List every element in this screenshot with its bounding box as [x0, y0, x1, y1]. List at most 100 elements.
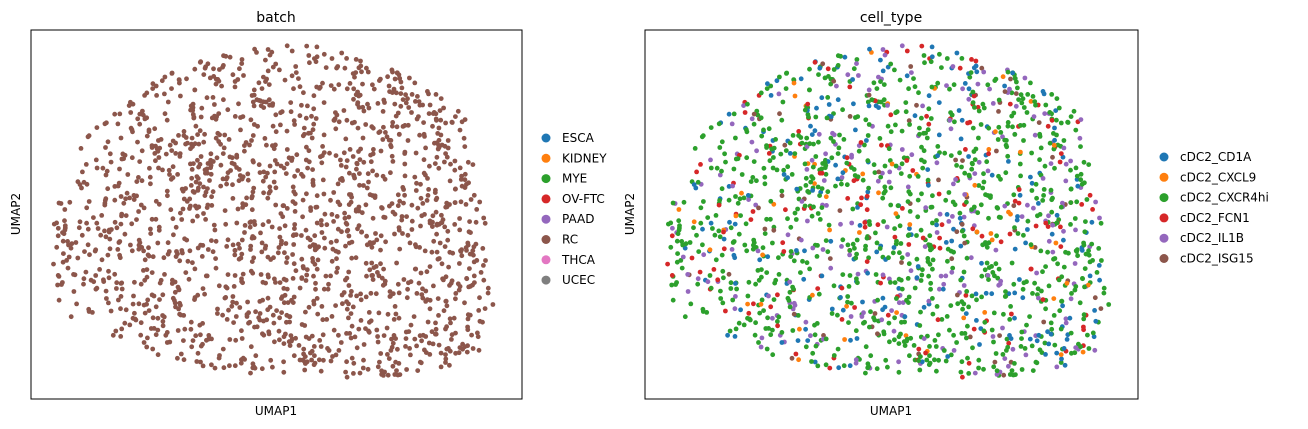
- cell-point: [1025, 92, 1031, 97]
- cell-point: [282, 250, 287, 256]
- cell-point: [396, 132, 402, 137]
- cell-point: [986, 147, 992, 152]
- cell-point: [263, 99, 269, 105]
- cell-point: [379, 368, 384, 374]
- cell-point: [232, 114, 238, 119]
- cell-point: [399, 217, 405, 223]
- cell-point: [728, 286, 734, 291]
- cell-point: [972, 370, 978, 376]
- cell-point: [860, 299, 865, 305]
- cell-point: [863, 370, 868, 376]
- cell-point: [452, 167, 458, 173]
- cell-point: [874, 249, 880, 255]
- cell-point: [370, 273, 375, 278]
- cell-point: [1046, 283, 1052, 289]
- cell-point: [939, 65, 944, 70]
- cell-point: [1040, 297, 1046, 302]
- cell-point: [132, 310, 137, 316]
- cell-point: [205, 61, 211, 67]
- cell-point: [136, 209, 142, 214]
- cell-point: [753, 281, 758, 287]
- cell-point: [240, 205, 246, 210]
- cell-point: [1016, 200, 1022, 206]
- cell-point: [934, 218, 939, 223]
- cell-point: [313, 116, 319, 121]
- cell-point: [839, 317, 845, 322]
- cell-point: [112, 197, 118, 203]
- cell-point: [983, 290, 989, 296]
- cell-point: [66, 254, 72, 260]
- cell-point: [285, 300, 291, 305]
- cell-point: [371, 240, 376, 246]
- cell-point: [162, 111, 168, 117]
- cell-point: [319, 222, 324, 228]
- cell-point: [299, 256, 305, 262]
- cell-point: [1079, 202, 1085, 207]
- cell-point: [485, 285, 491, 291]
- cell-point: [748, 179, 754, 185]
- cell-point: [1096, 246, 1102, 251]
- cell-point: [297, 84, 303, 90]
- cell-point: [423, 145, 428, 151]
- cell-point: [309, 357, 314, 363]
- cell-point: [889, 308, 894, 313]
- cell-point: [250, 158, 256, 164]
- cell-point: [386, 83, 392, 89]
- cell-point: [1062, 362, 1068, 368]
- cell-point: [190, 189, 196, 194]
- cell-point: [103, 288, 109, 294]
- cell-point: [831, 283, 837, 289]
- cell-point: [875, 297, 880, 303]
- cell-point: [66, 242, 71, 248]
- cell-point: [224, 285, 230, 291]
- cell-point: [804, 260, 810, 266]
- cell-point: [471, 192, 477, 198]
- cell-point: [898, 241, 904, 246]
- cell-point: [948, 153, 954, 159]
- cell-point: [418, 223, 423, 229]
- cell-point: [55, 273, 61, 278]
- cell-point: [872, 170, 878, 176]
- cell-point: [781, 249, 787, 254]
- cell-point: [957, 65, 963, 71]
- cell-point: [104, 296, 109, 301]
- cell-point: [225, 107, 231, 113]
- cell-point: [670, 225, 675, 231]
- cell-point: [891, 245, 897, 250]
- cell-point: [251, 92, 257, 98]
- cell-point: [313, 280, 318, 286]
- cell-point: [847, 248, 853, 253]
- cell-point: [408, 322, 414, 328]
- cell-point: [866, 122, 872, 127]
- cell-point: [65, 265, 71, 271]
- cell-point: [1053, 108, 1059, 113]
- cell-point: [301, 125, 307, 131]
- cell-point: [437, 108, 443, 113]
- cell-point: [383, 239, 388, 245]
- cell-point: [250, 270, 256, 276]
- cell-point: [80, 169, 85, 175]
- cell-point: [737, 196, 743, 202]
- cell-point: [465, 312, 471, 318]
- cell-point: [789, 355, 795, 361]
- cell-point: [876, 74, 881, 80]
- cell-point: [1045, 329, 1050, 335]
- cell-point: [365, 366, 371, 372]
- cell-point: [315, 257, 321, 263]
- cell-point: [390, 69, 395, 75]
- cell-point: [304, 144, 309, 150]
- cell-point: [983, 192, 988, 198]
- cell-point: [1011, 281, 1017, 287]
- cell-point: [1068, 330, 1074, 336]
- cell-point: [267, 52, 273, 58]
- cell-point: [762, 231, 768, 237]
- cell-point: [86, 306, 92, 312]
- cell-point: [318, 344, 324, 349]
- cell-point: [819, 205, 825, 211]
- cell-point: [809, 174, 814, 180]
- cell-point: [149, 216, 155, 222]
- cell-point: [249, 235, 255, 241]
- cell-point: [1091, 334, 1097, 340]
- cell-point: [985, 168, 991, 174]
- cell-point: [449, 119, 455, 125]
